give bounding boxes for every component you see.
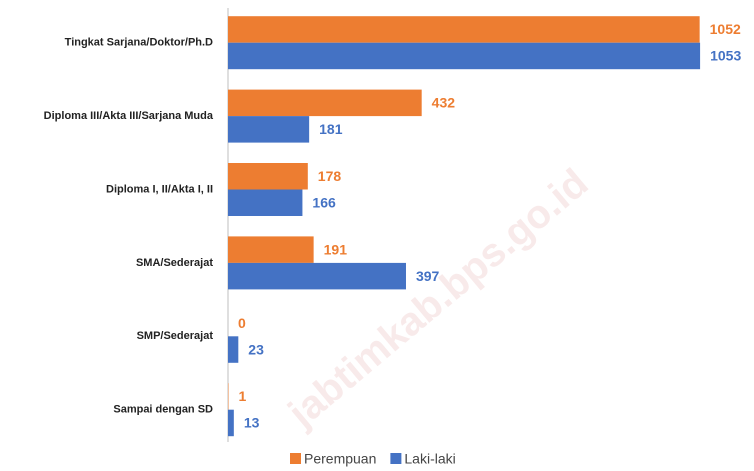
value-label: 23 <box>248 341 264 357</box>
value-label: 166 <box>312 194 336 210</box>
bar <box>228 163 308 190</box>
value-label: 13 <box>244 415 260 431</box>
category-label: Diploma III/Akta III/Sarjana Muda <box>44 110 214 122</box>
bar <box>228 116 310 143</box>
bar <box>228 16 700 43</box>
legend-swatch <box>390 453 402 464</box>
bar <box>228 42 701 70</box>
value-label: 432 <box>432 95 456 111</box>
category-label: Sampai dengan SD <box>113 404 213 416</box>
category-label: Tingkat Sarjana/Doktor/Ph.D <box>65 37 213 49</box>
bar <box>228 336 239 363</box>
category-label: SMA/Sederajat <box>136 257 213 269</box>
bar <box>228 262 406 290</box>
value-label: 1053 <box>710 48 741 64</box>
value-label: 181 <box>319 121 343 137</box>
category-label: Diploma I, II/Akta I, II <box>106 183 213 195</box>
category-label: SMP/Sederajat <box>137 330 214 342</box>
value-label: 1 <box>238 388 246 404</box>
value-label: 0 <box>238 315 246 331</box>
bar <box>228 89 422 117</box>
legend-label: Perempuan <box>304 451 376 467</box>
legend-label: Laki-laki <box>404 451 455 467</box>
value-label: 191 <box>324 241 348 257</box>
bar <box>228 189 303 216</box>
bar <box>228 409 234 437</box>
bar <box>228 236 314 263</box>
value-label: 178 <box>318 168 342 184</box>
value-label: 397 <box>416 268 440 284</box>
value-label: 1052 <box>710 21 741 37</box>
legend-swatch <box>290 453 301 464</box>
